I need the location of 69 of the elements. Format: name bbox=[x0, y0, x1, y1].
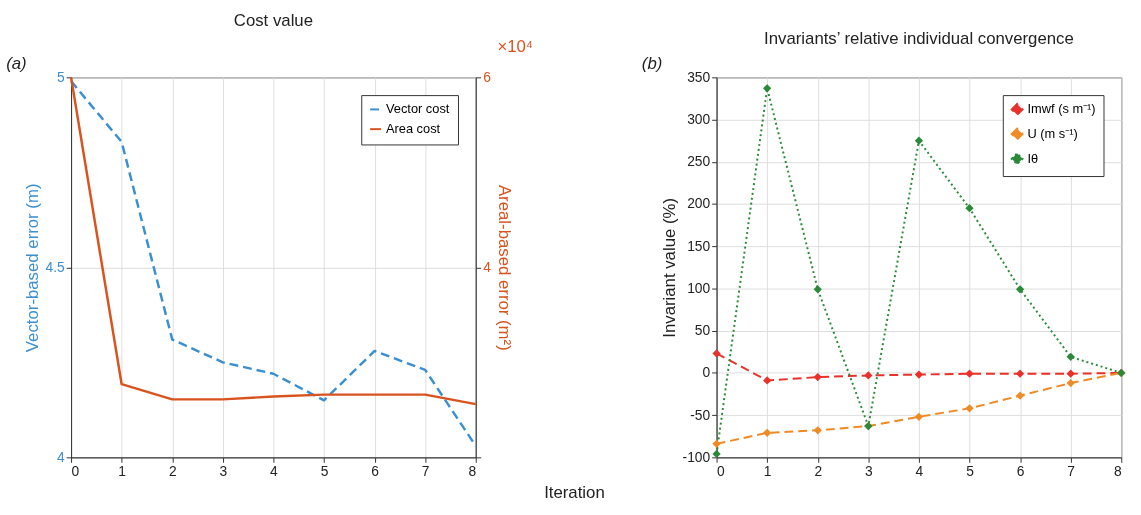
y2-tick-label: 4 bbox=[483, 258, 492, 275]
y-tick-label: 300 bbox=[687, 111, 711, 127]
point bbox=[864, 371, 873, 380]
chart-title: Cost value bbox=[233, 11, 314, 31]
y-tick-label: 100 bbox=[687, 279, 711, 296]
x-tick-label: 0 bbox=[71, 462, 80, 479]
x-tick-label: 1 bbox=[118, 462, 126, 479]
x-tick-label: 6 bbox=[1016, 462, 1025, 479]
x-tick-label: 8 bbox=[468, 462, 477, 479]
point bbox=[914, 412, 924, 421]
y-tick-label: 50 bbox=[694, 322, 711, 339]
x-tick-label: 0 bbox=[717, 462, 726, 479]
point bbox=[1015, 391, 1025, 400]
point bbox=[1066, 369, 1075, 378]
point bbox=[1066, 378, 1075, 388]
point bbox=[914, 136, 924, 145]
point bbox=[1066, 352, 1075, 361]
text: (a) bbox=[6, 54, 27, 74]
y-axis-title: Invariant value (%) bbox=[659, 197, 679, 338]
y-tick-label: -50 bbox=[690, 406, 711, 423]
text: (b) bbox=[641, 54, 663, 74]
x-tick-label: 6 bbox=[371, 462, 380, 479]
y2-axis-title: Areal-based error (m²) bbox=[494, 184, 514, 351]
y2-tick-label: 6 bbox=[483, 68, 492, 85]
point bbox=[1015, 369, 1025, 378]
y-tick-label: 150 bbox=[687, 237, 711, 254]
point bbox=[1015, 285, 1025, 294]
point bbox=[813, 285, 822, 294]
x-tick-label: 5 bbox=[966, 462, 975, 479]
x-tick-label: 4 bbox=[270, 462, 279, 479]
chart-title: Invariants’ relative individual convergence bbox=[764, 28, 1074, 48]
point bbox=[965, 369, 974, 378]
y-tick-label: 4 bbox=[56, 448, 65, 465]
x-tick-label: 7 bbox=[1067, 462, 1076, 479]
x-tick-label: 2 bbox=[814, 462, 823, 479]
y-tick-label: 350 bbox=[687, 68, 711, 85]
legend-label: Vector cost bbox=[385, 101, 450, 117]
legend-label: Iθ bbox=[1027, 150, 1039, 166]
legend-label: Area cost bbox=[385, 121, 441, 137]
point bbox=[813, 372, 822, 382]
x-axis-title: Iteration bbox=[544, 482, 605, 502]
point bbox=[914, 370, 924, 379]
y-tick-label: 250 bbox=[687, 153, 711, 170]
point bbox=[763, 428, 772, 437]
point bbox=[965, 204, 974, 213]
point bbox=[763, 376, 772, 385]
legend-label: U (m s⁻¹) bbox=[1027, 126, 1078, 142]
point bbox=[763, 84, 772, 93]
y-tick-label: 0 bbox=[702, 364, 711, 381]
x-tick-label: 3 bbox=[864, 462, 873, 479]
point bbox=[712, 439, 721, 448]
x-tick-label: 7 bbox=[421, 462, 430, 479]
y-tick-label: -100 bbox=[682, 448, 711, 465]
point bbox=[712, 349, 721, 358]
y-tick-label: 5 bbox=[56, 68, 65, 85]
x-tick-label: 5 bbox=[320, 462, 329, 479]
point bbox=[813, 426, 822, 435]
point bbox=[712, 449, 721, 459]
legend-label: Imwf (s m⁻¹) bbox=[1027, 101, 1096, 117]
x-tick-label: 1 bbox=[763, 462, 772, 479]
x-tick-label: 2 bbox=[168, 462, 177, 479]
y-tick-label: 4.5 bbox=[45, 258, 65, 275]
y-tick-label: 200 bbox=[687, 195, 711, 212]
x-tick-label: 3 bbox=[219, 462, 228, 479]
point bbox=[965, 404, 974, 413]
x-tick-label: 4 bbox=[915, 462, 924, 479]
text: ×10⁴ bbox=[497, 36, 534, 56]
y-axis-title: Vector-based error (m) bbox=[22, 183, 42, 353]
x-tick-label: 8 bbox=[1114, 462, 1123, 479]
